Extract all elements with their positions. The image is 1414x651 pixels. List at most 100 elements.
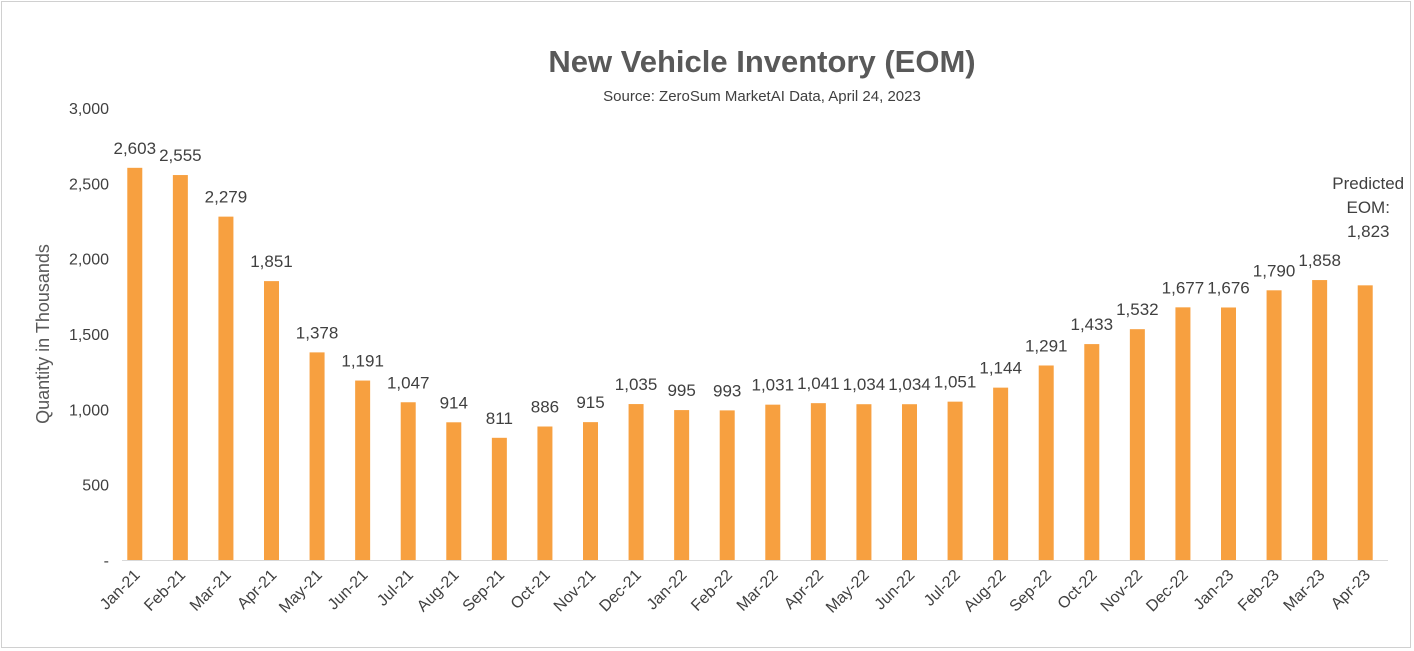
x-tick-label: Jan-22 xyxy=(644,567,691,614)
chart-subtitle: Source: ZeroSum MarketAI Data, April 24,… xyxy=(603,88,921,105)
x-tick-label: Oct-22 xyxy=(1055,567,1101,613)
data-label: 1,031 xyxy=(752,376,795,395)
bar xyxy=(719,410,735,560)
data-label: 1,041 xyxy=(797,374,840,393)
bar xyxy=(1221,307,1236,560)
data-label: 1,144 xyxy=(979,359,1022,378)
x-tick-label: Aug-21 xyxy=(414,567,463,616)
x-tick-label: Jul-22 xyxy=(921,567,964,610)
bar xyxy=(1312,280,1328,560)
y-tick-label: 2,500 xyxy=(69,176,109,193)
bar xyxy=(810,403,826,560)
data-label: 2,279 xyxy=(205,188,248,207)
data-label: 886 xyxy=(531,398,559,417)
data-label: 1,851 xyxy=(250,252,293,271)
y-tick-label: 2,000 xyxy=(69,252,109,269)
data-label: 1,191 xyxy=(341,352,384,371)
y-axis-title: Quantity in Thousands xyxy=(33,244,53,424)
bar xyxy=(1084,344,1100,560)
data-label: 1,790 xyxy=(1253,261,1296,280)
x-tick-label: Apr-23 xyxy=(1328,567,1374,613)
x-tick-label: Mar-22 xyxy=(734,567,782,615)
data-label: 2,555 xyxy=(159,146,202,165)
bar xyxy=(674,410,690,560)
x-tick-label: Feb-22 xyxy=(688,567,736,615)
bar xyxy=(1357,285,1373,560)
x-tick-label: Feb-23 xyxy=(1235,567,1283,615)
data-label: 1,677 xyxy=(1162,278,1205,297)
bar xyxy=(765,404,781,560)
data-label: 1,034 xyxy=(888,375,931,394)
x-tick-label: Dec-22 xyxy=(1143,567,1192,616)
data-label: 2,603 xyxy=(114,139,157,158)
x-tick-label: Jan-23 xyxy=(1191,567,1238,614)
data-label: 1,291 xyxy=(1025,336,1068,355)
x-tick-label: Apr-22 xyxy=(781,567,827,613)
x-tick-label: Aug-22 xyxy=(961,567,1010,616)
x-tick-label: Feb-21 xyxy=(141,567,189,615)
data-label: 1,035 xyxy=(615,375,658,394)
bar xyxy=(628,404,644,560)
data-label: 1,532 xyxy=(1116,300,1159,319)
x-tick-label: Mar-21 xyxy=(187,567,235,615)
x-tick-label: Jan-21 xyxy=(97,567,144,614)
data-label: 915 xyxy=(576,393,604,412)
y-axis-label: Quantity in Thousands xyxy=(33,244,53,424)
bar xyxy=(127,167,143,560)
chart-title: New Vehicle Inventory (EOM) xyxy=(548,44,976,79)
data-label: 1,433 xyxy=(1071,315,1114,334)
annotation-line: 1,823 xyxy=(1347,222,1390,241)
bar xyxy=(583,422,598,560)
bar xyxy=(1266,290,1282,560)
annotation-line: Predicted xyxy=(1332,174,1404,193)
bar xyxy=(264,281,279,560)
y-tick-label: 1,500 xyxy=(69,327,109,344)
bar xyxy=(446,422,462,560)
bar xyxy=(309,352,325,560)
data-label: 1,047 xyxy=(387,373,430,392)
x-tick-label: Jul-21 xyxy=(374,567,417,610)
data-label: 993 xyxy=(713,381,741,400)
y-tick-label: - xyxy=(104,553,109,570)
bar xyxy=(856,404,872,560)
y-tick-label: 1,000 xyxy=(69,402,109,419)
x-tick-label: May-21 xyxy=(276,567,326,617)
x-tick-label: May-22 xyxy=(823,567,873,617)
bar xyxy=(993,387,1009,560)
y-axis-ticks: - 500 1,000 1,500 2,000 2,500 3,000 xyxy=(69,101,109,570)
bar xyxy=(1175,307,1191,560)
data-label: 1,034 xyxy=(843,375,886,394)
x-tick-label: Dec-21 xyxy=(596,567,645,616)
x-tick-label: Nov-21 xyxy=(551,567,600,616)
x-tick-label: Sep-21 xyxy=(460,567,509,616)
y-tick-label: 500 xyxy=(82,478,109,495)
x-tick-label: Nov-22 xyxy=(1098,567,1147,616)
y-tick-label: 3,000 xyxy=(69,101,109,118)
data-label: 1,676 xyxy=(1207,278,1250,297)
data-label: 995 xyxy=(667,381,695,400)
data-label: 811 xyxy=(486,409,513,428)
bar xyxy=(1129,329,1145,560)
bar xyxy=(491,437,507,560)
x-tick-label: Jun-21 xyxy=(325,567,372,614)
data-label: 1,051 xyxy=(934,373,977,392)
data-label: 1,378 xyxy=(296,323,339,342)
bar xyxy=(355,380,371,560)
bar xyxy=(902,404,917,560)
bar xyxy=(947,401,963,560)
x-tick-label: Jun-22 xyxy=(872,567,919,614)
x-tick-label: Mar-23 xyxy=(1281,567,1329,615)
x-tick-label: Oct-21 xyxy=(508,567,554,613)
x-tick-label: Apr-21 xyxy=(234,567,280,613)
bar xyxy=(537,426,553,560)
predicted-annotation: Predicted EOM: 1,823 xyxy=(1332,174,1404,241)
x-tick-label: Sep-22 xyxy=(1007,567,1056,616)
bar xyxy=(1038,365,1054,560)
bar xyxy=(172,175,188,560)
bar xyxy=(400,402,416,560)
data-label: 914 xyxy=(440,393,468,412)
